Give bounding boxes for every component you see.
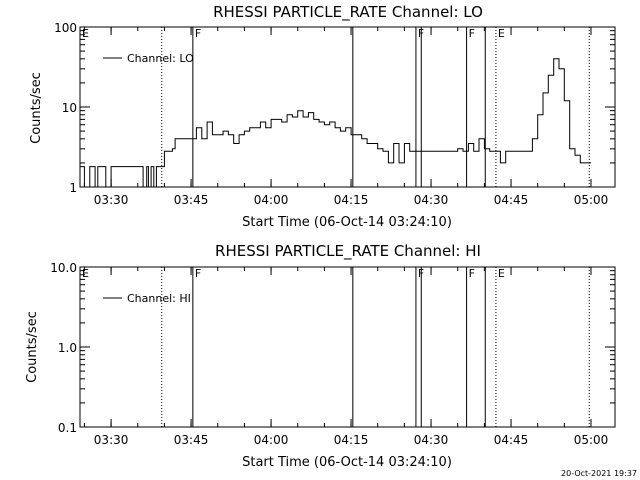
panel-lo: RHESSI PARTICLE_RATE Channel: LO Counts/… — [29, 3, 616, 230]
footer-timestamp: 20-Oct-2021 19:37 — [561, 469, 637, 478]
event-marker-label: F — [195, 27, 201, 40]
chart-title: RHESSI PARTICLE_RATE Channel: LO — [213, 3, 483, 22]
x-tick-label: 04:45 — [494, 433, 529, 447]
plot-frame — [79, 266, 616, 428]
x-tick-label: 03:30 — [94, 193, 129, 207]
x-tick-label: 04:15 — [334, 193, 369, 207]
legend-label: Channel: LO — [127, 52, 194, 65]
x-tick-label: 04:00 — [254, 433, 289, 447]
y-axis-label: Counts/sec — [29, 72, 44, 144]
plot-frame — [79, 26, 616, 188]
x-tick-label: 04:30 — [414, 433, 449, 447]
x-tick-label: 03:45 — [174, 193, 209, 207]
x-axis-label: Start Time (06-Oct-14 03:24:10) — [242, 215, 452, 230]
series-group — [80, 58, 591, 188]
event-marker-label: F — [195, 267, 201, 280]
legend-label: Channel: HI — [127, 292, 191, 305]
axis-ticks: 03:30 03:45 04:00 04:15 04:30 04:45 05:00 1 10 10… — [54, 21, 615, 207]
y-tick-label: 0.1 — [58, 421, 77, 435]
y-axis-label: Counts/sec — [25, 311, 40, 383]
event-marker-label: F — [469, 267, 475, 280]
panel-hi: RHESSI PARTICLE_RATE Channel: HI Counts/… — [25, 242, 616, 470]
y-tick-label: 10.0 — [50, 261, 77, 275]
legend: Channel: HI — [103, 292, 191, 305]
x-tick-label: 03:30 — [94, 433, 129, 447]
event-marker-label: E — [82, 267, 89, 280]
legend: Channel: LO — [103, 52, 194, 65]
y-tick-label: 100 — [54, 21, 77, 35]
event-marker-label: E — [82, 27, 89, 40]
x-tick-label: 04:45 — [494, 193, 529, 207]
y-tick-label: 1.0 — [58, 341, 77, 355]
x-tick-label: 04:30 — [414, 193, 449, 207]
y-tick-label: 10 — [62, 101, 77, 115]
event-markers: EFFFE — [82, 267, 590, 427]
axis-ticks: 03:30 03:45 04:00 04:15 04:30 04:45 05:00 0.1 1.… — [50, 261, 615, 447]
x-axis-label: Start Time (06-Oct-14 03:24:10) — [242, 455, 452, 470]
x-tick-label: 04:00 — [254, 193, 289, 207]
series-line — [80, 58, 591, 188]
x-tick-label: 04:15 — [334, 433, 369, 447]
y-tick-label: 1 — [69, 181, 77, 195]
event-marker-label: E — [498, 267, 505, 280]
event-markers: EFFFE — [82, 27, 590, 187]
chart-title: RHESSI PARTICLE_RATE Channel: HI — [215, 242, 481, 261]
x-tick-label: 05:00 — [574, 193, 609, 207]
event-marker-label: E — [498, 27, 505, 40]
event-marker-label: F — [469, 27, 475, 40]
x-tick-label: 05:00 — [574, 433, 609, 447]
x-tick-label: 03:45 — [174, 433, 209, 447]
